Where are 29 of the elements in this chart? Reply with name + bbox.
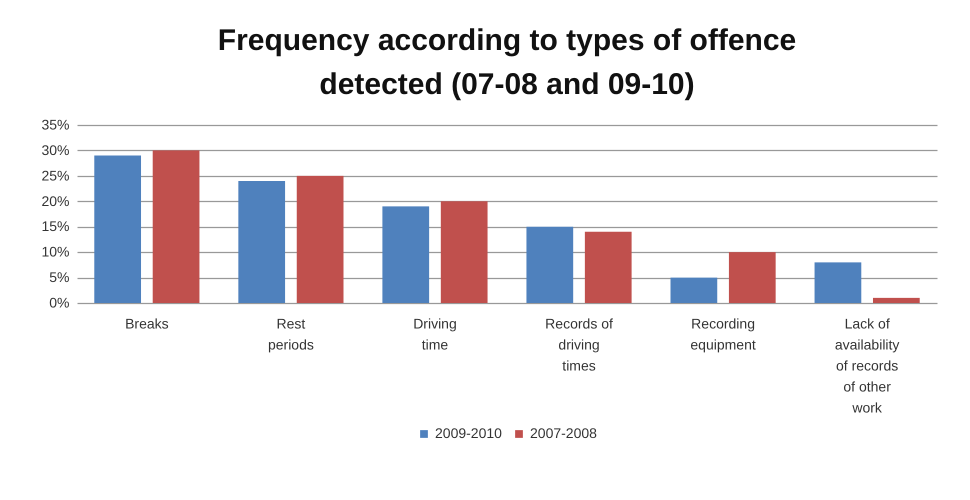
bar <box>584 232 632 303</box>
y-tick-label: 25% <box>41 167 70 184</box>
x-tick-label: Breaks <box>125 316 169 332</box>
y-tick-label: 0% <box>49 294 70 310</box>
y-tick-label: 30% <box>41 142 70 158</box>
legend-label: 2009-2010 <box>435 425 502 441</box>
x-tick-label: Lack of availability of records of other work <box>834 316 900 416</box>
bar <box>872 298 920 303</box>
bar <box>814 262 862 303</box>
bar <box>440 201 488 303</box>
y-tick-label: 15% <box>41 218 70 234</box>
bar <box>526 226 574 303</box>
bar <box>670 278 718 303</box>
chart-title: Frequency according to types of offence detected (07-08 and 09-10) <box>218 24 796 101</box>
x-tick-label: Recording equipment <box>690 316 756 352</box>
bar <box>382 206 430 303</box>
legend-label: 2007-2008 <box>530 425 598 441</box>
bar <box>296 176 344 303</box>
bar <box>152 150 200 303</box>
bar <box>728 252 776 303</box>
y-tick-label: 5% <box>49 269 70 286</box>
y-tick-label: 20% <box>41 192 70 209</box>
y-tick-label: 10% <box>41 244 70 260</box>
x-tick-label: Rest periods <box>268 316 314 352</box>
x-tick-label: Records of driving times <box>545 316 613 374</box>
bar <box>238 180 286 303</box>
x-tick-label: Driving time <box>413 316 457 352</box>
bar <box>94 156 142 303</box>
y-tick-label: 35% <box>41 116 70 132</box>
